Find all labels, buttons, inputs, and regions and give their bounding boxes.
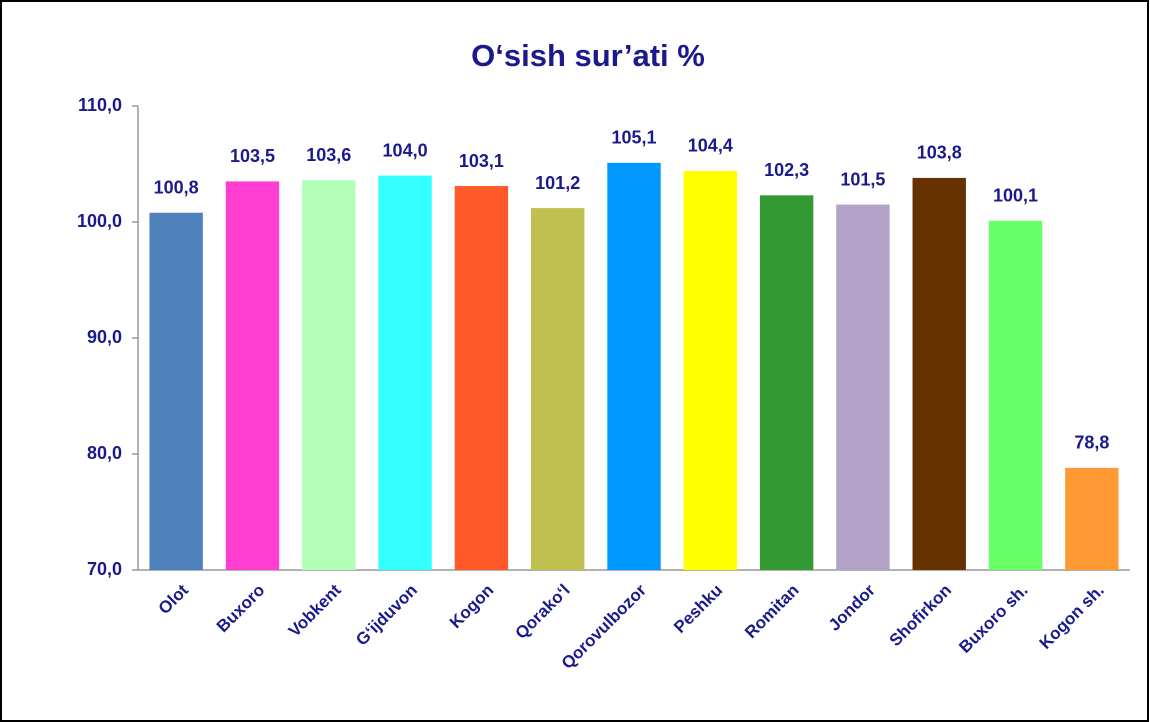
value-label: 103,6 — [306, 145, 351, 165]
value-label: 105,1 — [611, 128, 656, 148]
bar — [988, 220, 1043, 570]
value-label: 103,8 — [917, 143, 962, 163]
y-tick-label: 110,0 — [78, 95, 122, 115]
y-tick-label: 80,0 — [87, 443, 122, 463]
y-tick-label: 70,0 — [87, 559, 122, 579]
value-label: 104,0 — [383, 140, 428, 160]
bar — [683, 170, 738, 570]
chart-title: O‘sish sur’ati % — [471, 38, 705, 73]
value-label: 103,5 — [230, 146, 275, 166]
bar — [378, 175, 432, 570]
value-label: 101,5 — [840, 169, 885, 189]
value-label: 100,1 — [993, 186, 1038, 206]
value-label: 102,3 — [764, 160, 809, 180]
bar — [912, 177, 966, 571]
y-tick-label: 100,0 — [77, 211, 122, 231]
bar — [759, 195, 814, 570]
bar — [607, 162, 661, 570]
bar — [530, 208, 585, 570]
bar — [302, 180, 356, 571]
bar — [149, 212, 203, 570]
y-tick-label: 90,0 — [87, 327, 122, 347]
bar — [454, 186, 509, 571]
value-label: 103,1 — [459, 151, 504, 171]
bar — [225, 181, 280, 570]
bar — [836, 204, 890, 570]
value-label: 101,2 — [535, 173, 580, 193]
value-label: 78,8 — [1074, 433, 1109, 453]
value-label: 104,4 — [688, 136, 733, 156]
bar — [1065, 467, 1119, 570]
value-label: 100,8 — [154, 177, 199, 197]
